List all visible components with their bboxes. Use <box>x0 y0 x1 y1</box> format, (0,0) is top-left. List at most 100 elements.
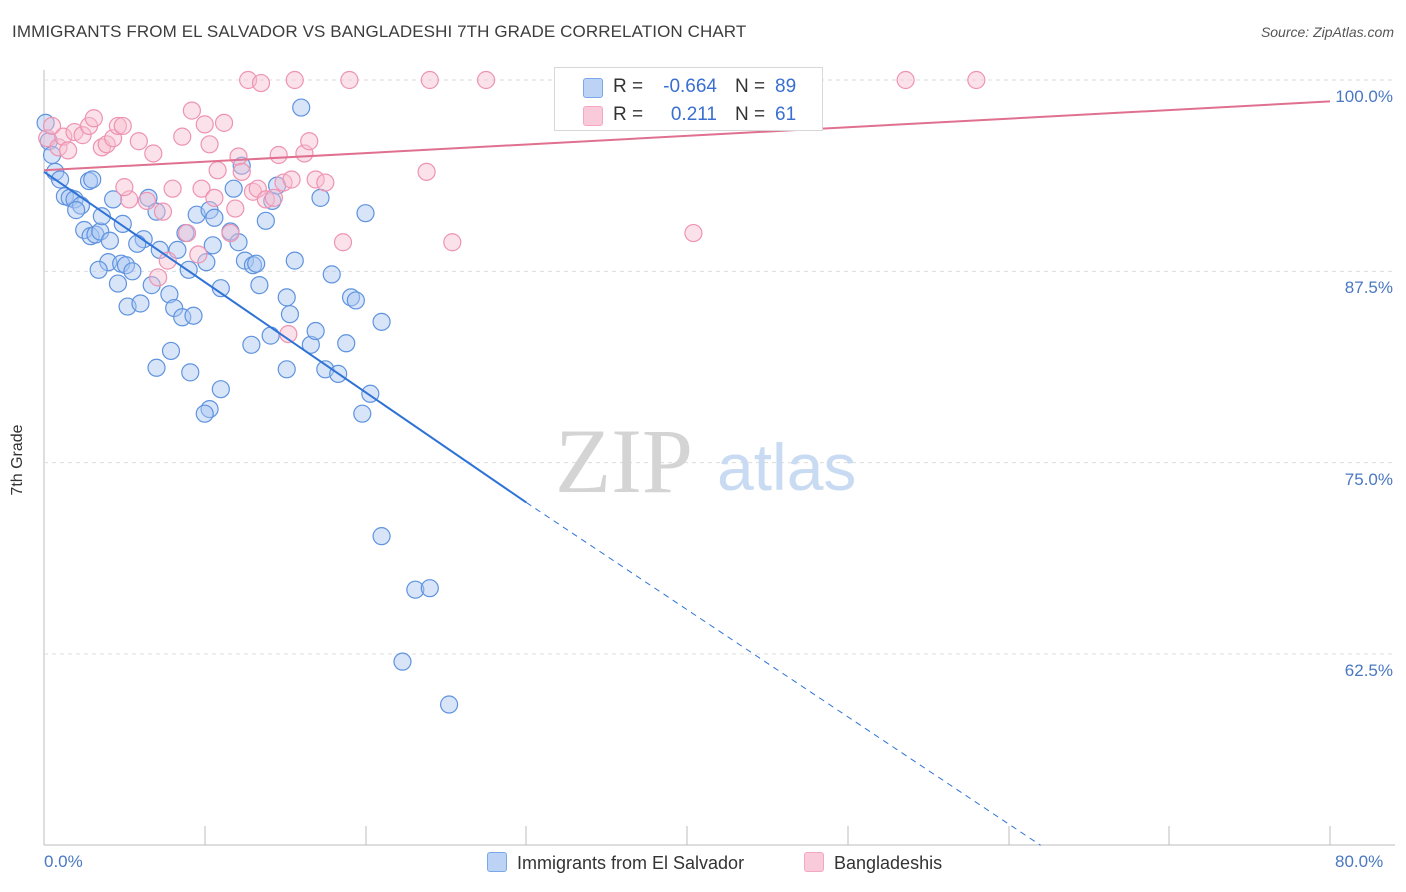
point-el-salvador <box>128 234 147 253</box>
point-bangladeshis <box>108 116 128 136</box>
bottom-legend-label: Bangladeshis <box>834 853 943 873</box>
point-bangladeshis <box>208 161 227 180</box>
point-el-salvador <box>224 179 243 198</box>
point-bangladeshis <box>221 223 240 243</box>
point-bangladeshis <box>896 70 915 90</box>
y-tick-label: 62.5% <box>1344 661 1393 680</box>
point-el-salvador <box>181 363 200 382</box>
point-bangladeshis <box>137 191 156 211</box>
point-bangladeshis <box>476 70 496 90</box>
point-el-salvador <box>104 190 123 209</box>
point-el-salvador <box>341 288 361 307</box>
point-bangladeshis <box>420 70 439 90</box>
point-bangladeshis <box>269 145 288 165</box>
point-el-salvador <box>356 204 375 223</box>
point-el-salvador <box>311 188 330 207</box>
point-bangladeshis <box>173 127 192 146</box>
point-el-salvador <box>195 404 214 423</box>
bottom-legend-swatch-blue <box>487 852 507 872</box>
point-el-salvador <box>100 231 120 250</box>
legend-swatch-pink <box>583 106 603 126</box>
point-el-salvador <box>205 208 224 227</box>
point-el-salvador <box>420 579 439 598</box>
point-bangladeshis <box>285 70 304 90</box>
legend-row-el-salvador: R = -0.664 N = 89 <box>555 74 822 100</box>
point-bangladeshis <box>300 132 319 151</box>
point-el-salvador <box>247 254 266 273</box>
legend-r-value: 0.211 <box>670 104 717 125</box>
point-el-salvador <box>256 211 275 230</box>
legend-r-label: R = <box>613 104 644 125</box>
x-tick-label-max: 80.0% <box>1335 852 1384 871</box>
x-tick-marks <box>43 826 1331 845</box>
point-bangladeshis <box>214 113 234 132</box>
point-el-salvador <box>108 274 128 293</box>
point-bangladeshis <box>177 223 197 243</box>
legend-n-label: N = <box>735 76 766 97</box>
point-el-salvador <box>139 188 158 207</box>
trend-lines <box>43 100 1331 846</box>
point-el-salvador <box>184 306 203 325</box>
point-bangladeshis <box>115 178 134 197</box>
point-el-salvador <box>306 321 325 341</box>
chart-title: IMMIGRANTS FROM EL SALVADOR VS BANGLADES… <box>12 22 747 41</box>
point-el-salvador <box>372 312 391 331</box>
point-el-salvador <box>161 341 181 361</box>
y-tick-label: 87.5% <box>1344 278 1393 298</box>
point-bangladeshis <box>282 170 301 189</box>
point-el-salvador <box>203 236 222 255</box>
point-bangladeshis <box>59 141 78 160</box>
point-el-salvador <box>393 652 412 671</box>
point-bangladeshis <box>417 162 436 181</box>
point-bangladeshis <box>443 233 462 252</box>
point-bangladeshis <box>232 162 251 181</box>
bottom-legend-swatch-pink <box>804 852 824 872</box>
watermark-atlas: atlas <box>717 430 856 504</box>
point-bangladeshis <box>264 188 283 207</box>
watermark-zip: ZIP <box>555 410 693 512</box>
point-bangladeshis <box>251 73 271 93</box>
y-tick-label: 75.0% <box>1344 469 1393 489</box>
point-bangladeshis <box>73 126 92 145</box>
point-bangladeshis <box>967 70 986 90</box>
point-bangladeshis <box>192 179 211 198</box>
point-el-salvador <box>261 326 280 345</box>
trend-line-bangladeshis <box>43 100 1331 172</box>
y-tick-label: 100.0% <box>1335 87 1393 106</box>
point-el-salvador <box>89 260 108 279</box>
point-bangladeshis <box>84 109 103 128</box>
point-bangladeshis <box>42 116 62 136</box>
legend-n-value: 61 <box>775 104 797 125</box>
point-el-salvador <box>39 132 58 151</box>
point-bangladeshis <box>340 70 359 90</box>
point-el-salvador <box>83 170 102 189</box>
point-el-salvador <box>285 251 304 270</box>
point-el-salvador <box>67 201 86 220</box>
point-bangladeshis <box>195 115 214 134</box>
legend-n-value: 89 <box>775 76 797 97</box>
point-el-salvador <box>353 404 372 423</box>
point-bangladeshis <box>163 179 182 198</box>
correlation-legend: R = -0.664 N = 89 R = 0.211 N = 61 <box>554 67 823 131</box>
point-el-salvador <box>346 291 365 310</box>
point-el-salvador <box>147 358 166 377</box>
point-el-salvador <box>123 262 142 281</box>
point-el-salvador <box>372 527 391 546</box>
point-bangladeshis <box>182 101 201 120</box>
legend-swatch-blue <box>583 78 603 98</box>
point-bangladeshis <box>684 223 703 243</box>
legend-r-value: -0.664 <box>663 76 717 97</box>
x-tick-label-min: 0.0% <box>44 852 83 871</box>
legend-row-bangladeshis: R = 0.211 N = 61 <box>555 102 822 128</box>
trend-line-el-salvador-extension <box>525 502 1041 846</box>
point-bangladeshis <box>153 202 173 221</box>
point-el-salvador <box>277 360 296 379</box>
point-bangladeshis <box>144 144 163 163</box>
point-bangladeshis <box>205 188 224 207</box>
legend-n-label: N = <box>735 104 766 125</box>
point-bangladeshis <box>129 132 148 151</box>
point-el-salvador <box>439 695 459 714</box>
point-bangladeshis <box>113 116 132 136</box>
bottom-legend-label: Immigrants from El Salvador <box>517 853 745 873</box>
